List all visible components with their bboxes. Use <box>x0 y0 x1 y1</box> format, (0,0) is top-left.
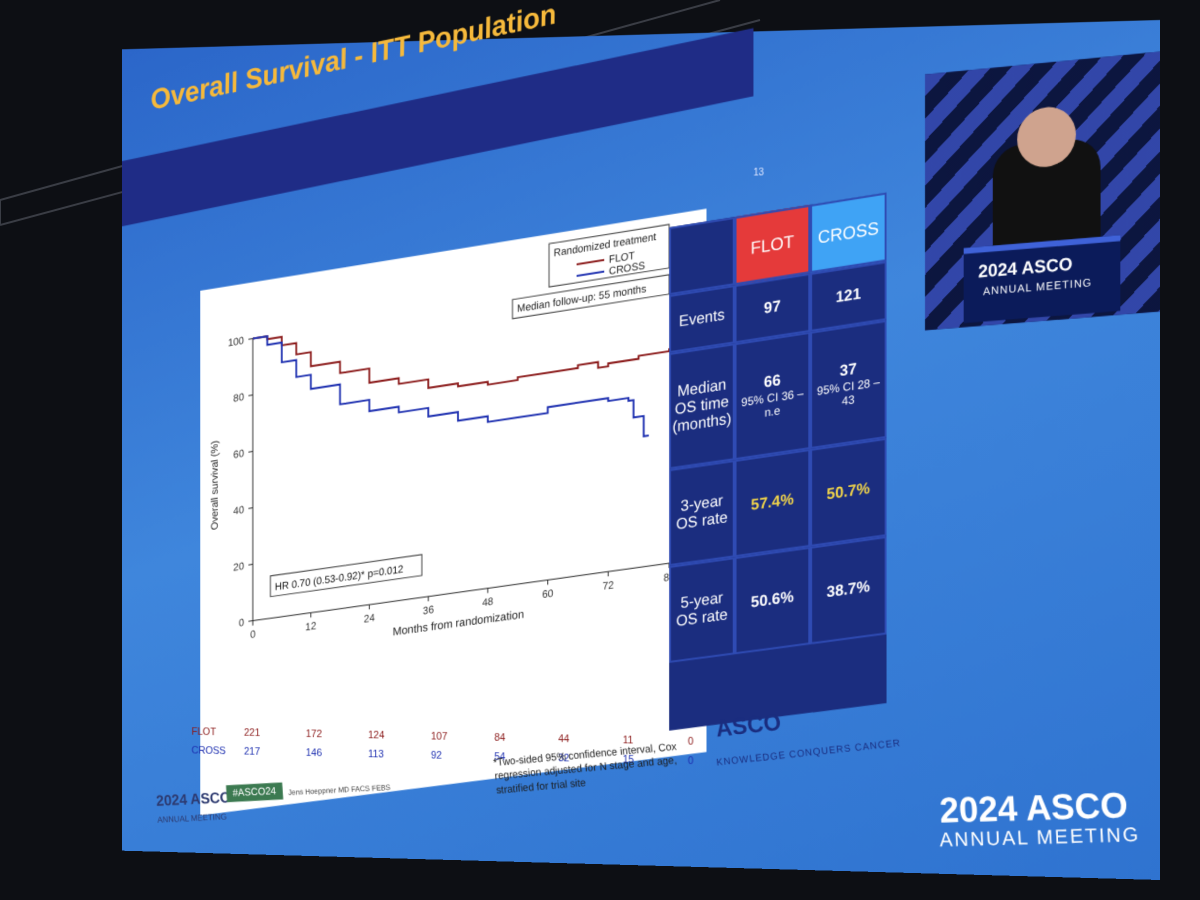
y-tick-label: 40 <box>233 504 244 517</box>
chart-panel: 0 20 40 60 80 100 0 12 24 36 48 60 72 84 Months from r… <box>200 208 707 816</box>
y-tick-label: 80 <box>233 391 244 404</box>
stats-table: FLOT CROSS Events 97 121 Median OS time … <box>669 192 887 731</box>
risk-flot-count: 172 <box>305 728 323 741</box>
x-tick-label: 24 <box>364 612 375 625</box>
risk-flot-count: 221 <box>244 727 261 739</box>
row-label-5yr: 5-year OS rate <box>669 557 735 663</box>
risk-cross-count: 217 <box>244 746 261 758</box>
legend-box <box>549 224 669 287</box>
projection-screen: Overall Survival - ITT Population 13 0 20… <box>122 0 1161 880</box>
y-tick <box>248 339 252 340</box>
speaker-video: 2024 ASCO ANNUAL MEETING <box>924 51 1160 331</box>
risk-flot-count: 44 <box>558 733 570 746</box>
x-tick-label: 72 <box>603 579 614 592</box>
asco-small-sub: ANNUAL MEETING <box>157 811 228 825</box>
legend-label-flot: FLOT <box>609 250 635 266</box>
risk-cross-count: 0 <box>687 755 694 767</box>
row-label-events: Events <box>669 284 735 354</box>
y-tick-label: 100 <box>228 335 244 349</box>
risk-flot-count: 107 <box>430 730 448 743</box>
risk-cross-count: 146 <box>305 747 323 760</box>
risk-cross-count: 92 <box>430 749 442 762</box>
risk-flot-count: 124 <box>368 729 385 742</box>
y-tick <box>248 564 252 565</box>
legend-label-cross: CROSS <box>609 260 645 278</box>
asco-small-logo: 2024 ASCO ANNUAL MEETING <box>156 790 233 827</box>
y-tick <box>248 395 252 396</box>
x-tick-label: 12 <box>305 620 316 633</box>
y-tick-label: 0 <box>239 617 244 629</box>
3yr-os-cross: 50.7% <box>810 437 887 547</box>
y-tick <box>248 451 252 452</box>
5yr-os-flot: 50.6% <box>734 546 811 655</box>
x-tick-label: 36 <box>423 604 434 617</box>
median-os-flot: 66 95% CI 36 – n.e <box>734 331 811 460</box>
median-os-cross: 37 95% CI 28 – 43 <box>810 320 887 449</box>
slide-number: 13 <box>753 167 764 179</box>
risk-flot-count: 0 <box>687 735 694 748</box>
3yr-os-flot: 57.4% <box>734 448 811 558</box>
row-label-3yr: 3-year OS rate <box>669 459 735 567</box>
y-tick-label: 20 <box>233 561 244 574</box>
x-tick-label: 48 <box>482 596 493 609</box>
y-axis-label: Overall survival (%) <box>210 440 221 531</box>
median-os-cross-ci: 95% CI 28 – 43 <box>816 375 880 409</box>
x-tick-label: 0 <box>250 629 255 641</box>
risk-flot-count: 84 <box>494 732 506 744</box>
asco-logo: ASCO <box>714 709 783 743</box>
y-tick <box>248 621 252 622</box>
risk-label-flot: FLOT <box>191 726 217 738</box>
y-tick <box>248 508 252 509</box>
risk-cross-count: 113 <box>368 748 384 761</box>
x-axis-label: Months from randomization <box>393 608 524 639</box>
y-tick-label: 60 <box>233 448 244 461</box>
x-tick-label: 60 <box>542 588 553 601</box>
col-header-cross: CROSS <box>810 192 887 274</box>
asco-tagline: KNOWLEDGE CONQUERS CANCER <box>715 738 902 769</box>
slide-title-bar <box>122 28 754 227</box>
km-survival-chart: 020406080100012243648607284Months from r… <box>210 209 675 641</box>
brand-subtitle: ANNUAL MEETING <box>939 824 1141 852</box>
hashtag-badge: #ASCO24 <box>225 782 283 803</box>
col-header-flot: FLOT <box>734 204 811 285</box>
asco-small-title: 2024 ASCO <box>155 789 232 810</box>
5yr-os-cross: 38.7% <box>810 536 887 645</box>
median-os-flot-ci: 95% CI 36 – n.e <box>741 386 804 420</box>
row-label-median-os: Median OS time (months) <box>669 343 735 470</box>
table-corner <box>669 216 735 296</box>
risk-label-cross: CROSS <box>191 744 226 757</box>
